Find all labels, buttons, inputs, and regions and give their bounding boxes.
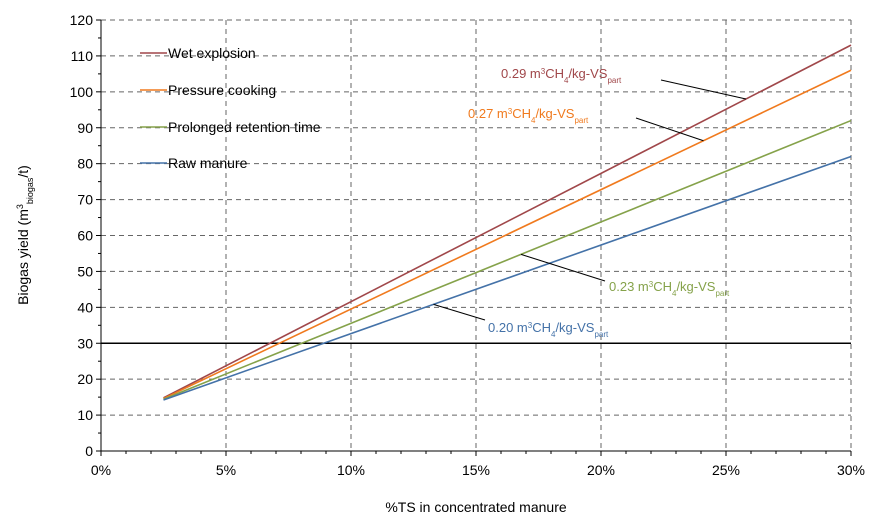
annotation-part: 4 xyxy=(564,76,569,85)
y-tick-label: 90 xyxy=(77,120,93,136)
annotation-leader-prolonged-retention-time xyxy=(520,253,606,282)
x-tick-label: 10% xyxy=(337,462,365,478)
annotation-wet-explosion: 0.29 m3CH4/kg-VSpart xyxy=(501,66,622,85)
y-tick-label: 70 xyxy=(77,192,93,208)
y-axis-label-pre: Biogas yield (m xyxy=(15,209,31,305)
annotation-part: /kg-VS xyxy=(555,320,594,335)
y-axis-label-sup: 3 xyxy=(15,204,25,209)
annotation-part: 3 xyxy=(649,280,654,289)
x-tick-label: 20% xyxy=(587,462,615,478)
annotation-leader-raw-manure xyxy=(433,303,486,321)
annotation-part: 0.20 m xyxy=(488,320,528,335)
y-tick-label: 10 xyxy=(77,407,93,423)
legend-label-prolonged-retention-time: Prolonged retention time xyxy=(168,119,321,135)
series-lines xyxy=(163,44,852,401)
annotation-part: part xyxy=(594,330,609,339)
series-line-pressure-cooking xyxy=(163,69,852,400)
x-tick-label: 30% xyxy=(837,462,865,478)
y-tick-label: 50 xyxy=(77,263,93,279)
annotation-part: 4 xyxy=(531,116,536,125)
y-tick-label: 60 xyxy=(77,228,93,244)
tick-labels: 0 10 20 30 40 50 60 70 80 90 100 110 120 0% 5% 10% 15% 20… xyxy=(70,12,865,478)
legend-label-pressure-cooking: Pressure cooking xyxy=(168,82,276,98)
annotation-part: part xyxy=(715,289,730,298)
annotation-part: part xyxy=(574,116,589,125)
annotation-part: 0.27 m xyxy=(468,106,508,121)
annotation-leader-wet-explosion xyxy=(660,79,747,100)
grid-lines xyxy=(101,19,852,451)
series-line-wet-explosion xyxy=(163,44,852,399)
y-tick-label: 100 xyxy=(70,84,94,100)
annotation-leader-pressure-cooking xyxy=(635,117,704,142)
annotation-raw-manure: 0.20 m3CH4/kg-VSpart xyxy=(488,320,609,339)
annotation-part: CH xyxy=(653,279,672,294)
y-tick-label: 30 xyxy=(77,335,93,351)
y-tick-label: 80 xyxy=(77,156,93,172)
x-axis-label: %TS in concentrated manure xyxy=(385,499,567,515)
annotation-part: 3 xyxy=(541,67,546,76)
legend-label-wet-explosion: Wet explosion xyxy=(168,45,256,61)
y-tick-label: 0 xyxy=(85,443,93,459)
annotation-part: /kg-VS xyxy=(568,66,607,81)
annotation-part: CH xyxy=(512,106,531,121)
annotation-part: 4 xyxy=(672,289,677,298)
y-tick-label: 20 xyxy=(77,371,93,387)
annotation-part: /kg-VS xyxy=(676,279,715,294)
annotation-part: part xyxy=(607,76,622,85)
series-line-prolonged-retention-time xyxy=(163,119,852,401)
y-axis-label: Biogas yield (m3biogas/t) xyxy=(15,165,35,305)
annotation-part: 0.29 m xyxy=(501,66,541,81)
legend-label-raw-manure: Raw manure xyxy=(168,155,248,171)
x-tick-label: 15% xyxy=(462,462,490,478)
x-tick-label: 25% xyxy=(712,462,740,478)
x-tick-label: 5% xyxy=(216,462,236,478)
axes xyxy=(96,19,852,456)
annotation-part: CH xyxy=(545,66,564,81)
annotation-pressure-cooking: 0.27 m3CH4/kg-VSpart xyxy=(468,106,589,125)
annotation-prolonged-retention-time: 0.23 m3CH4/kg-VSpart xyxy=(609,279,730,298)
series-line-raw-manure xyxy=(163,155,852,401)
annotation-part: 0.23 m xyxy=(609,279,649,294)
y-axis-label-post: /t) xyxy=(15,165,31,177)
annotation-part: 3 xyxy=(528,321,533,330)
x-tick-label: 0% xyxy=(91,462,111,478)
y-tick-label: 120 xyxy=(70,12,94,28)
legend: Wet explosion Pressure cooking Prolonged r… xyxy=(140,45,321,171)
annotation-part: 3 xyxy=(508,107,513,116)
annotation-part: /kg-VS xyxy=(535,106,574,121)
y-tick-label: 110 xyxy=(71,48,94,64)
annotation-part: 4 xyxy=(551,330,556,339)
annotation-part: CH xyxy=(532,320,551,335)
y-tick-label: 40 xyxy=(77,299,93,315)
y-axis-label-sub: biogas xyxy=(25,177,35,204)
